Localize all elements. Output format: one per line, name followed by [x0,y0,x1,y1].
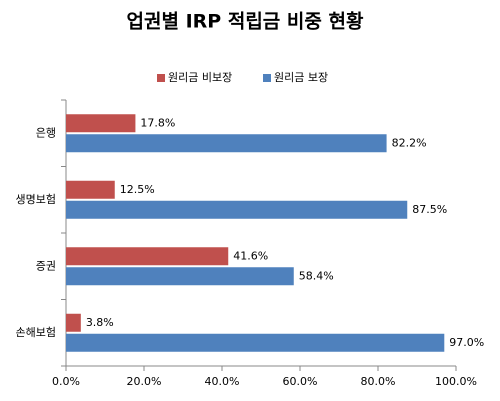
x-tick-label: 100.0% [435,375,477,388]
value-label: 41.6% [233,249,268,262]
y-tick-label: 증권 [36,259,56,272]
chart-title: 업권별 IRP 적립금 비중 현황 [127,10,364,33]
bar [66,134,387,153]
y-tick-label: 생명보험 [16,193,56,206]
value-label: 82.2% [392,136,427,149]
legend-swatch [263,74,271,82]
x-tick-label: 20.0% [127,375,162,388]
value-label: 58.4% [299,269,334,282]
y-tick-label: 은행 [36,126,56,139]
legend-label: 원리금 비보장 [168,71,232,84]
bar [66,333,445,352]
value-label: 12.5% [120,183,155,196]
bar [66,180,115,199]
x-tick-label: 80.0% [361,375,396,388]
value-label: 3.8% [86,316,114,329]
bar [66,114,136,133]
x-tick-label: 40.0% [205,375,240,388]
legend-label: 원리금 보장 [274,71,328,84]
x-tick-label: 0.0% [52,375,80,388]
bar [66,247,229,266]
value-label: 17.8% [140,116,175,129]
x-tick-label: 60.0% [283,375,318,388]
legend-swatch [157,74,165,82]
bar [66,313,81,332]
bar [66,267,294,286]
value-label: 97.0% [449,336,484,349]
value-label: 87.5% [412,203,447,216]
y-tick-label: 손해보험 [16,325,56,339]
bar [66,200,408,219]
